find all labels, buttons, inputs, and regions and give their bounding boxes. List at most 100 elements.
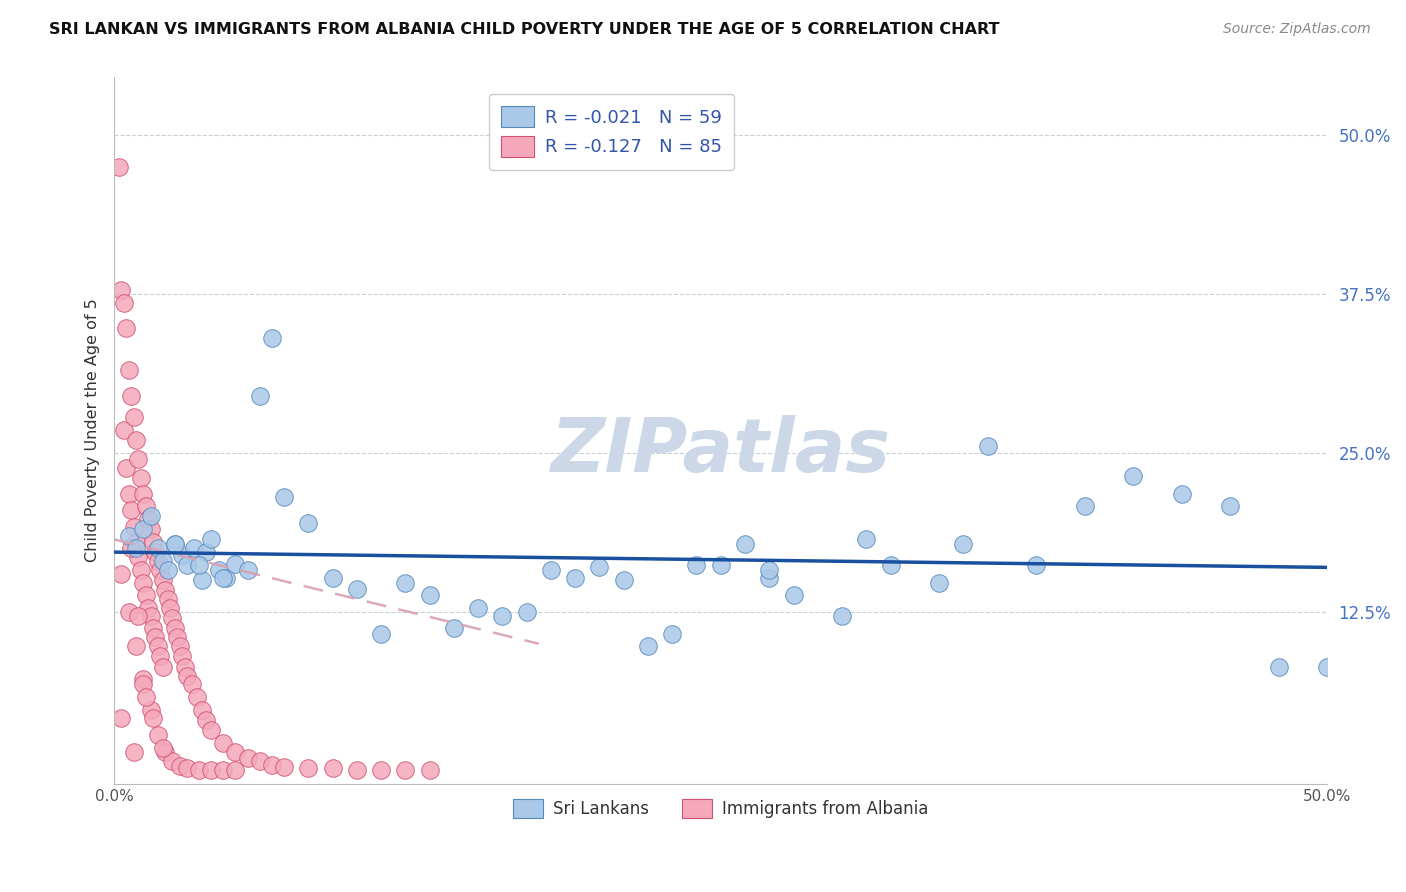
Point [162,611,184,625]
Point [195,713,218,727]
Point [132,575,155,590]
Point [120,388,142,402]
Point [163,622,186,636]
Point [149,563,172,577]
Point [132,673,155,687]
Point [127,550,149,565]
Point [146,728,169,742]
Point [758,571,780,585]
Point [419,588,441,602]
Point [200,723,222,738]
Point [224,763,246,777]
Point [115,461,138,475]
Point [1316,659,1339,673]
Point [115,321,138,335]
Point [188,558,211,572]
Point [758,563,780,577]
Point [146,554,169,568]
Point [136,512,159,526]
Point [855,533,877,547]
Point [118,363,141,377]
Point [540,563,562,577]
Point [139,522,162,536]
Point [118,486,141,500]
Point [394,575,416,590]
Text: ZIPatlas: ZIPatlas [551,416,891,488]
Point [173,659,195,673]
Point [1219,500,1241,514]
Point [394,763,416,777]
Point [110,566,132,581]
Point [142,710,165,724]
Point [142,535,165,549]
Point [346,763,368,777]
Point [831,608,853,623]
Point [176,558,198,572]
Point [186,690,208,705]
Point [207,563,229,577]
Point [273,760,295,774]
Point [516,605,538,619]
Point [782,588,804,602]
Point [132,486,155,500]
Point [212,571,235,585]
Point [120,541,142,556]
Point [1267,659,1289,673]
Point [564,571,586,585]
Point [169,640,191,654]
Point [152,659,174,673]
Point [370,626,392,640]
Point [129,563,152,577]
Point [176,668,198,682]
Point [322,571,344,585]
Point [322,762,344,776]
Point [159,601,181,615]
Point [928,575,950,590]
Point [125,541,148,556]
Point [879,558,901,572]
Point [112,423,135,437]
Point [613,573,636,587]
Point [139,608,162,623]
Point [215,571,238,585]
Point [249,754,271,768]
Point [110,283,132,297]
Point [637,640,659,654]
Point [122,410,145,425]
Point [135,588,157,602]
Point [112,295,135,310]
Point [710,558,733,572]
Point [152,554,174,568]
Point [163,537,186,551]
Point [172,548,194,562]
Point [127,452,149,467]
Point [156,592,179,607]
Point [236,751,259,765]
Legend: Sri Lankans, Immigrants from Albania: Sri Lankans, Immigrants from Albania [506,792,935,825]
Point [734,537,756,551]
Point [236,563,259,577]
Point [176,762,198,776]
Point [1073,500,1095,514]
Point [118,605,141,619]
Point [146,640,169,654]
Point [135,690,157,705]
Point [1122,468,1144,483]
Point [145,545,167,559]
Point [249,388,271,402]
Point [152,741,174,756]
Point [162,754,184,768]
Point [127,608,149,623]
Point [139,703,162,717]
Point [1025,558,1047,572]
Text: Source: ZipAtlas.com: Source: ZipAtlas.com [1223,22,1371,37]
Point [297,762,319,776]
Point [212,736,235,750]
Point [129,471,152,485]
Point [190,573,212,587]
Point [122,519,145,533]
Point [108,160,131,174]
Point [443,622,465,636]
Point [491,608,513,623]
Point [346,582,368,596]
